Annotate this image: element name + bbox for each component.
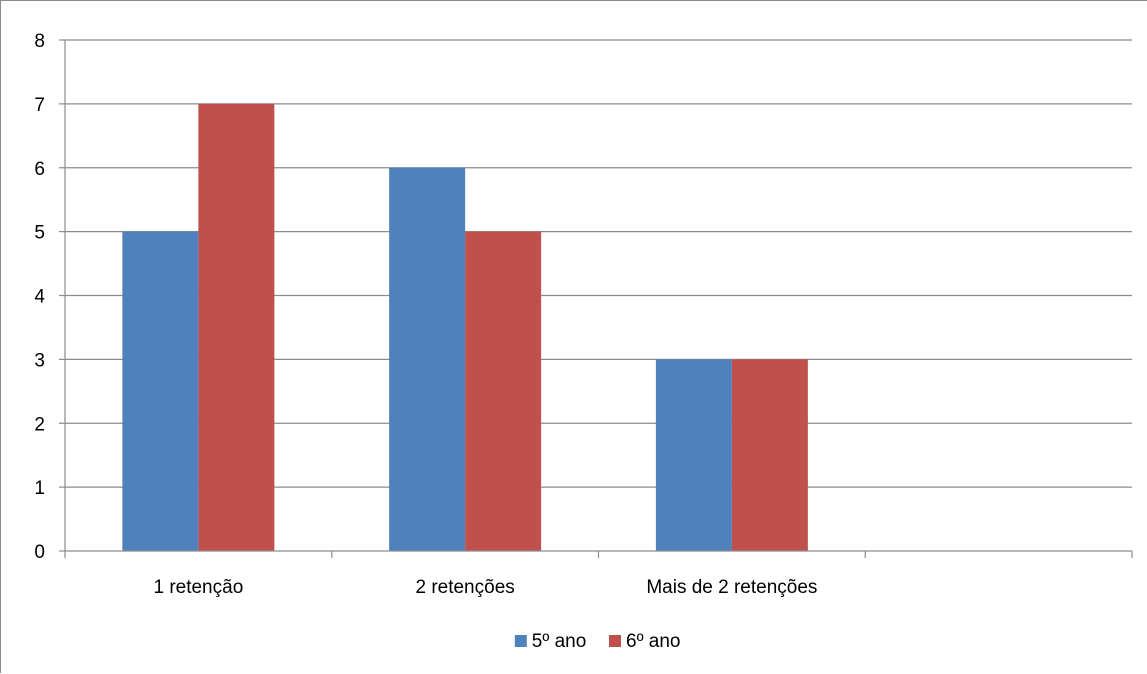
legend-swatch <box>609 635 621 647</box>
bar <box>198 103 275 551</box>
bar <box>731 359 808 551</box>
legend-label: 6º ano <box>626 631 681 652</box>
legend-label: 5º ano <box>532 631 587 652</box>
axes <box>59 39 1133 558</box>
x-tick-label: 2 retenções <box>415 577 514 598</box>
x-tick-label: Mais de 2 retenções <box>646 577 817 598</box>
legend-swatch <box>514 635 527 647</box>
tick-labels: 0 1 2 3 4 5 6 7 8 1 retenção 2 retenções Mais de 2 … <box>34 31 817 598</box>
y-tick-label: 0 <box>34 542 45 563</box>
y-tick-label: 7 <box>34 95 45 116</box>
y-tick-label: 2 <box>34 414 45 435</box>
y-tick-label: 1 <box>34 478 45 499</box>
y-tick-label: 3 <box>34 350 45 371</box>
y-tick-label: 6 <box>34 159 45 180</box>
y-tick-label: 5 <box>34 223 45 244</box>
bar <box>122 231 199 551</box>
y-tick-label: 4 <box>34 287 45 308</box>
bars <box>122 103 808 551</box>
y-tick-label: 8 <box>34 31 45 52</box>
bar <box>655 359 732 551</box>
bar <box>389 167 466 551</box>
legend: 5º ano 6º ano <box>514 631 681 652</box>
x-tick-label: 1 retenção <box>153 577 243 598</box>
bar <box>465 231 542 551</box>
